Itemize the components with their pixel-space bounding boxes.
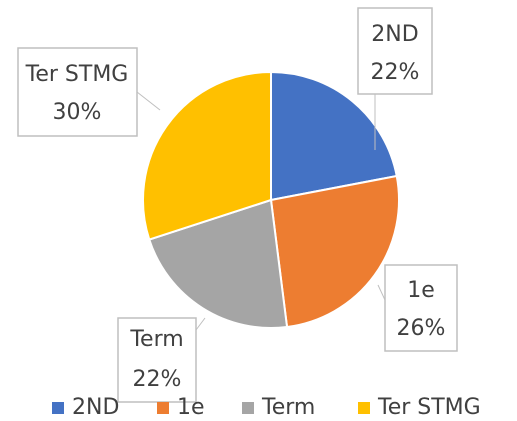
leader-line xyxy=(195,317,206,331)
legend-label: 2ND xyxy=(72,395,119,420)
legend-swatch xyxy=(157,402,169,414)
label-category: Ter STMG xyxy=(25,62,129,87)
pie-slice xyxy=(270,70,398,202)
legend-label: Term xyxy=(261,395,315,420)
leader-line xyxy=(377,284,386,301)
label-box xyxy=(384,264,458,352)
leader-line xyxy=(136,91,161,111)
data-label: 22% xyxy=(133,367,182,392)
pie-slice xyxy=(269,174,400,329)
legend-swatch xyxy=(52,402,64,414)
legend-label: 1e xyxy=(177,395,205,420)
data-label: 22% xyxy=(371,60,420,85)
label-category: Term xyxy=(129,327,183,352)
data-label: 26% xyxy=(397,316,446,341)
legend-swatch xyxy=(242,402,254,414)
pie-slice xyxy=(142,70,272,241)
data-label: 30% xyxy=(53,100,102,125)
pie-slice xyxy=(148,198,289,329)
label-box xyxy=(17,47,138,137)
legend-label: Ter STMG xyxy=(377,395,481,420)
legend-swatch xyxy=(358,402,370,414)
label-category: 1e xyxy=(407,278,435,303)
label-box xyxy=(117,317,197,403)
label-category: 2ND xyxy=(371,22,418,47)
label-box xyxy=(357,7,433,95)
